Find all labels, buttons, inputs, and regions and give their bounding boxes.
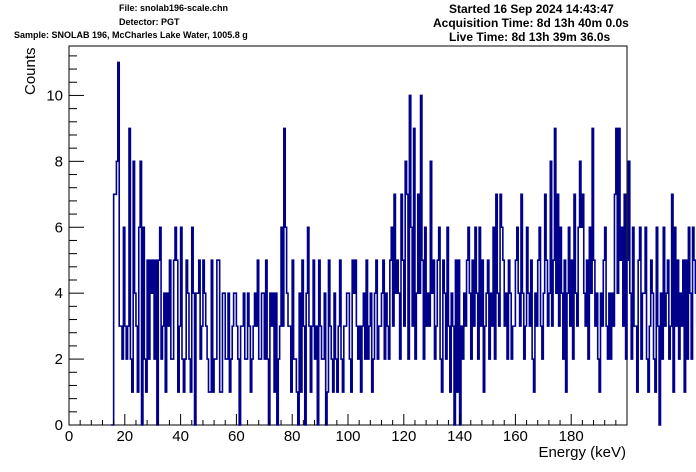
spectrum-histogram <box>110 61 696 426</box>
plot-frame <box>68 45 628 426</box>
start-time-label: Started 16 Sep 2024 14:43:47 <box>449 2 614 16</box>
detector-label: Detector: PGT <box>119 17 180 27</box>
y-tick-label: 10 <box>46 87 63 104</box>
y-tick-label: 4 <box>55 285 63 302</box>
y-tick-label: 0 <box>55 417 63 434</box>
x-tick-label: 100 <box>335 428 360 445</box>
x-tick-label: 180 <box>559 428 584 445</box>
y-axis-title: Counts <box>22 47 39 95</box>
x-tick-label: 140 <box>447 428 472 445</box>
x-tick-label: 40 <box>172 428 189 445</box>
axis-ticks: 0 20 40 60 80 100 120 140 160 180 0 2 4 6 8 10 <box>46 55 628 445</box>
x-tick-label: 160 <box>503 428 528 445</box>
x-tick-label: 20 <box>116 428 133 445</box>
y-tick-label: 6 <box>55 219 63 236</box>
live-time-label: Live Time: 8d 13h 39m 36.0s <box>449 30 611 44</box>
x-tick-label: 80 <box>284 428 301 445</box>
acquisition-time-label: Acquisition Time: 8d 13h 40m 0.0s <box>433 16 629 30</box>
x-axis-title: Energy (keV) <box>538 444 626 461</box>
y-tick-label: 2 <box>55 351 63 368</box>
axes <box>68 45 628 426</box>
file-label: File: snolab196-scale.chn <box>119 3 229 13</box>
y-tick-label: 8 <box>55 153 63 170</box>
sample-label: Sample: SNOLAB 196, McCharles Lake Water… <box>14 30 248 40</box>
x-tick-label: 120 <box>391 428 416 445</box>
x-tick-label: 60 <box>228 428 245 445</box>
x-tick-label: 0 <box>65 428 73 445</box>
